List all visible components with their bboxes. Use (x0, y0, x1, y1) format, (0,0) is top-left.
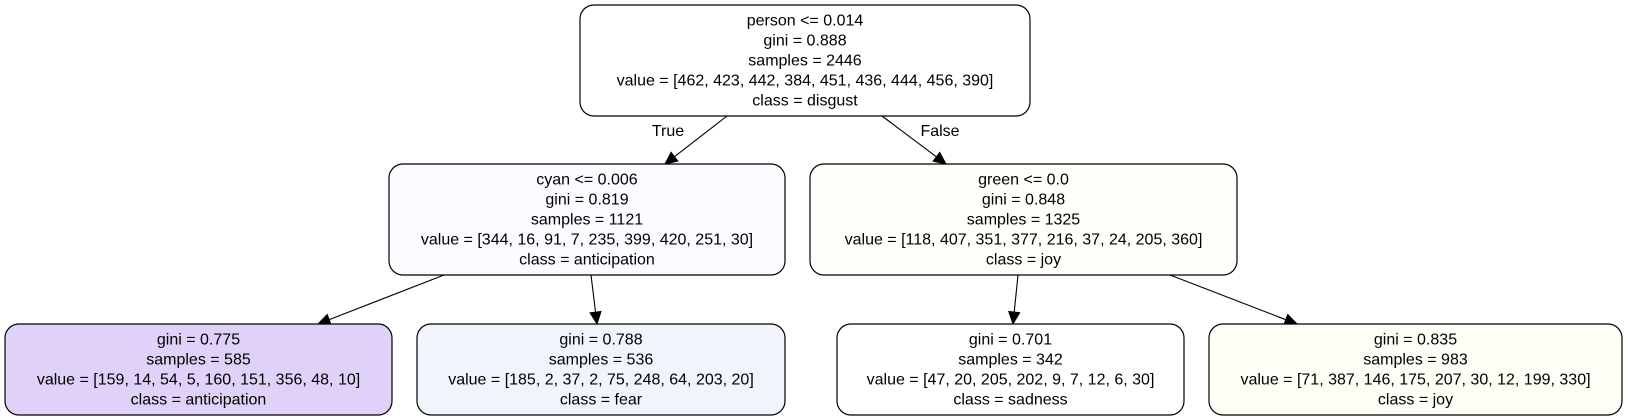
node-box (4, 323, 393, 416)
tree-edge-root-to-right: False (881, 115, 960, 165)
node-text-line: value = [462, 423, 442, 384, 451, 436, 4… (617, 73, 994, 90)
tree-node-right-left: gini = 0.701 samples = 342 value = [47, 20… (836, 323, 1185, 416)
edge-line (590, 274, 597, 313)
node-box (416, 323, 786, 416)
tree-node-left: cyan <= 0.006 gini = 0.819 samples = 1121 v… (388, 163, 786, 276)
arrow-head-icon (316, 313, 332, 326)
arrow-head-icon (1283, 313, 1299, 326)
node-box (809, 163, 1238, 276)
node-text-line: samples = 1121 (531, 212, 643, 229)
node-text-line: value = [344, 16, 91, 7, 235, 399, 420, … (421, 232, 753, 249)
node-text-line: samples = 2446 (748, 53, 862, 70)
node-text-line: samples = 983 (1363, 352, 1468, 369)
tree-edge-left-to-left-left (316, 274, 445, 326)
node-text-line: samples = 342 (958, 352, 1063, 369)
tree-node-root: person <= 0.014 gini = 0.888 samples = 244… (579, 4, 1031, 117)
node-text-line: value = [71, 387, 146, 175, 207, 30, 12,… (1240, 372, 1590, 389)
tree-edge-left-to-left-right (589, 274, 602, 326)
node-text-line: gini = 0.775 (157, 332, 240, 349)
edge-line (881, 115, 937, 158)
node-box (1208, 323, 1623, 416)
node-text-line: person <= 0.014 (747, 13, 864, 30)
arrow-head-icon (932, 151, 947, 165)
node-text-line: samples = 585 (146, 352, 251, 369)
node-text-line: value = [185, 2, 37, 2, 75, 248, 64, 203… (448, 372, 754, 389)
node-text-line: gini = 0.819 (545, 192, 628, 209)
tree-node-left-left: gini = 0.775 samples = 585 value = [159, 1… (4, 323, 393, 416)
node-text-line: gini = 0.848 (982, 192, 1065, 209)
tree-edge-root-to-left: True (652, 115, 728, 165)
node-text-line: gini = 0.788 (559, 332, 642, 349)
edge-line (1013, 274, 1019, 313)
node-text-line: class = fear (560, 392, 643, 409)
node-text-line: gini = 0.701 (969, 332, 1052, 349)
node-box (388, 163, 786, 276)
node-text-line: value = [118, 407, 351, 377, 216, 37, 24… (845, 232, 1203, 249)
node-text-line: class = joy (1378, 392, 1453, 409)
node-text-line: value = [159, 14, 54, 5, 160, 151, 356, … (37, 372, 360, 389)
edge-line (328, 274, 445, 321)
arrow-head-icon (589, 310, 602, 326)
tree-nodes: person <= 0.014 gini = 0.888 samples = 244… (4, 4, 1623, 416)
node-text-line: cyan <= 0.006 (536, 172, 638, 189)
node-text-line: class = anticipation (519, 252, 655, 269)
edge-label-true: True (652, 123, 684, 140)
edge-line (674, 115, 728, 158)
node-text-line: gini = 0.835 (1374, 332, 1457, 349)
edge-label-false: False (920, 123, 959, 140)
arrow-head-icon (1008, 310, 1021, 326)
tree-edge-right-to-right-left (1008, 274, 1021, 326)
edge-line (1169, 274, 1287, 321)
node-text-line: value = [47, 20, 205, 202, 9, 7, 12, 6, … (867, 372, 1155, 389)
node-text-line: class = sadness (953, 392, 1067, 409)
node-box (579, 4, 1031, 117)
arrow-head-icon (664, 151, 679, 165)
node-text-line: green <= 0.0 (978, 172, 1069, 189)
tree-node-right: green <= 0.0 gini = 0.848 samples = 1325 va… (809, 163, 1238, 276)
tree-node-left-right: gini = 0.788 samples = 536 value = [185, 2… (416, 323, 786, 416)
node-text-line: samples = 1325 (967, 212, 1081, 229)
node-text-line: gini = 0.888 (763, 33, 846, 50)
tree-node-right-right: gini = 0.835 samples = 983 value = [71, 38… (1208, 323, 1623, 416)
tree-edge-right-to-right-right (1169, 274, 1299, 326)
node-text-line: class = anticipation (131, 392, 267, 409)
node-text-line: class = joy (986, 252, 1061, 269)
node-box (836, 323, 1185, 416)
node-text-line: samples = 536 (549, 352, 654, 369)
node-text-line: class = disgust (752, 93, 858, 110)
